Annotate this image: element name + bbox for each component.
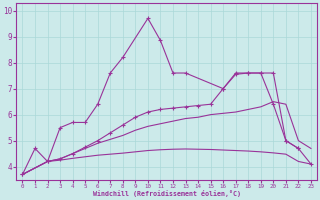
X-axis label: Windchill (Refroidissement éolien,°C): Windchill (Refroidissement éolien,°C) [93,190,241,197]
